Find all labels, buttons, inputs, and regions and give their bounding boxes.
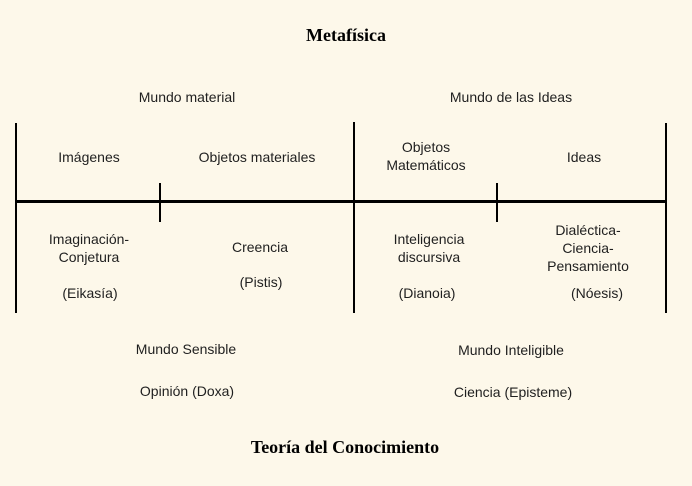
intelligible-world-label: Mundo Inteligible xyxy=(458,342,564,358)
segment-greek-label: (Nóesis) xyxy=(570,285,624,301)
segment-object-label: Imágenes xyxy=(58,149,120,165)
right-endpoint-line xyxy=(665,123,667,313)
segment-greek-label: (Eikasía) xyxy=(62,285,118,301)
left-segment-tick xyxy=(159,183,161,222)
segment-object-label: Ideas xyxy=(566,149,602,165)
epistemology-title: Teoría del Conocimiento xyxy=(250,437,440,457)
ideas-world-header: Mundo de las Ideas xyxy=(449,89,573,105)
sensible-world-label: Mundo Sensible xyxy=(135,341,237,357)
right-segment-tick xyxy=(496,183,498,222)
segment-object-label: Objetos Matemáticos xyxy=(386,139,466,173)
segment-object-label: Objetos materiales xyxy=(198,149,316,165)
main-horizontal-line xyxy=(15,200,667,203)
center-divider-line xyxy=(353,122,355,313)
opinion-doxa-label: Opinión (Doxa) xyxy=(139,383,235,399)
segment-faculty-label: Imaginación- Conjetura xyxy=(48,231,130,265)
material-world-header: Mundo material xyxy=(138,89,236,105)
segment-greek-label: (Dianoia) xyxy=(398,285,456,301)
segment-faculty-label: Creencia xyxy=(231,239,289,255)
segment-faculty-label: Inteligencia discursiva xyxy=(393,231,465,265)
left-endpoint-line xyxy=(15,123,17,313)
segment-faculty-label: Dialéctica-Ciencia- Pensamiento xyxy=(547,222,629,274)
science-episteme-label: Ciencia (Episteme) xyxy=(453,384,573,400)
segment-greek-label: (Pistis) xyxy=(239,274,283,290)
metaphysics-title: Metafísica xyxy=(306,25,386,45)
